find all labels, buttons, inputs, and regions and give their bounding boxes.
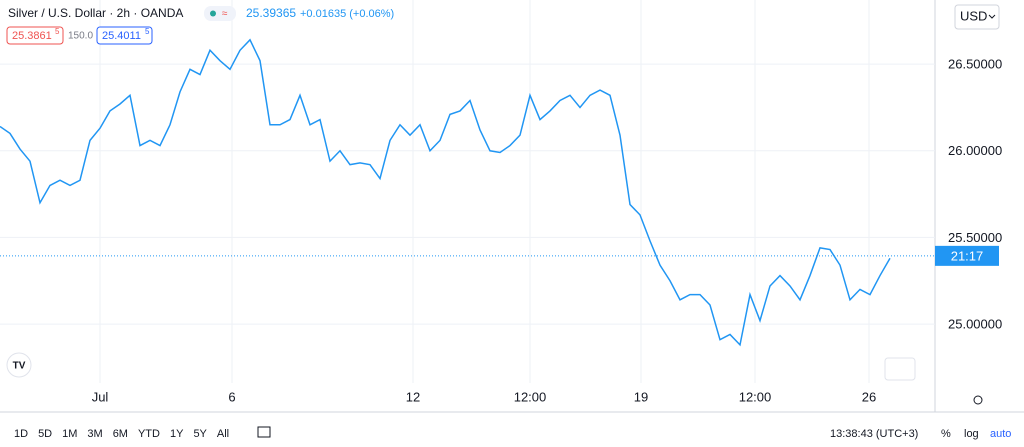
x-tick-label: 12:00 xyxy=(514,389,547,404)
price-tag xyxy=(935,245,999,266)
price-line xyxy=(0,38,891,347)
bid: 25.3861 xyxy=(12,30,52,42)
change: +0.01635 (+0.06%) xyxy=(300,8,394,20)
y-tick-label: 26.00000 xyxy=(948,143,1002,158)
tv-logo-mark: TV xyxy=(13,361,26,372)
countdown: 21:17 xyxy=(951,248,984,263)
range-button[interactable]: All xyxy=(217,428,229,440)
range-button[interactable]: 5D xyxy=(38,428,52,440)
clock: 13:38:43 (UTC+3) xyxy=(830,428,918,440)
status-badge xyxy=(204,6,236,21)
range-button[interactable]: 5Y xyxy=(193,428,207,440)
x-tick-label: 6 xyxy=(228,389,235,404)
log-toggle[interactable]: log xyxy=(964,428,979,440)
y-tick-label: 25.00000 xyxy=(948,317,1002,332)
range-button[interactable]: YTD xyxy=(138,428,160,440)
ask: 25.4011 xyxy=(102,30,141,42)
status-dot xyxy=(210,10,216,17)
tv-logo[interactable] xyxy=(6,352,32,378)
range-button[interactable]: 1Y xyxy=(170,428,184,440)
bid-box[interactable] xyxy=(6,26,64,45)
y-tick-label: 26.50000 xyxy=(948,57,1002,72)
percent-toggle[interactable]: % xyxy=(941,428,951,440)
events-icon[interactable] xyxy=(884,357,916,381)
date-range-icon[interactable] xyxy=(257,426,271,438)
auto-toggle[interactable]: auto xyxy=(990,428,1011,440)
x-tick-label: 12:00 xyxy=(739,389,772,404)
bid-sup: 5 xyxy=(55,27,60,36)
x-tick-label: 19 xyxy=(634,389,648,404)
currency: USD xyxy=(960,8,987,23)
range-button[interactable]: 6M xyxy=(113,428,128,440)
symbol-title: Silver / U.S. Dollar · 2h · OANDA xyxy=(8,6,183,20)
range-button[interactable]: 1M xyxy=(62,428,77,440)
settings-icon[interactable] xyxy=(973,395,983,405)
ask-sup: 5 xyxy=(145,27,150,36)
range-button[interactable]: 3M xyxy=(87,428,102,440)
currency-button[interactable] xyxy=(954,4,1000,30)
dropdown-arrow xyxy=(988,14,996,19)
ask-box[interactable] xyxy=(96,26,153,45)
status-icon: ≈ xyxy=(222,9,228,20)
x-tick-label: 12 xyxy=(406,389,420,404)
x-tick-label: 26 xyxy=(862,389,876,404)
last-price: 25.39365 xyxy=(246,6,296,20)
y-tick-label: 25.50000 xyxy=(948,230,1002,245)
range-button[interactable]: 1D xyxy=(14,428,28,440)
x-tick-label: Jul xyxy=(92,389,109,404)
spread: 150.0 xyxy=(68,31,93,42)
